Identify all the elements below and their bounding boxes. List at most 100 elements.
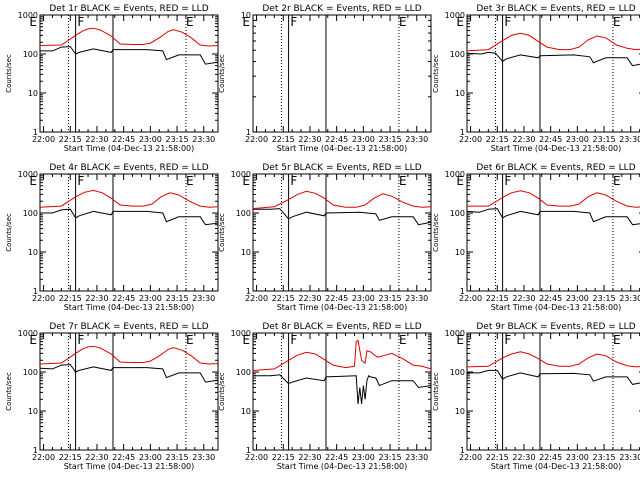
detector-panel-7: Det 7r BLACK = Events, RED = LLD 1 10 100 10… <box>5 322 219 471</box>
detector-panel-2: Det 2r BLACK = Events, RED = LLD 1 10 22:00… <box>218 4 432 153</box>
y-axis-title: Counts/sec <box>432 372 440 411</box>
x-tick-label: 22:30 <box>298 294 321 303</box>
x-tick-label: 23:00 <box>566 453 589 462</box>
y-tick-label: 1 <box>33 287 38 296</box>
detector-panel-8: Det 8r BLACK = Events, RED = LLD 1 10 100 10… <box>218 322 432 471</box>
interval-marker: E <box>186 174 194 188</box>
y-tick-label: 1000 <box>445 11 465 20</box>
interval-marker: E <box>29 333 37 347</box>
y-axis-title: Counts/sec <box>218 372 226 411</box>
lld-series-line <box>39 345 219 365</box>
x-tick-label: 22:45 <box>112 453 135 462</box>
events-series-line <box>253 208 432 226</box>
x-tick-label: 22:00 <box>32 453 55 462</box>
x-tick-label: 22:45 <box>539 453 562 462</box>
events-series-line <box>466 51 640 67</box>
detector-panel-4: Det 4r BLACK = Events, RED = LLD 1 10 100 10… <box>5 163 219 312</box>
interval-marker: F <box>504 15 511 29</box>
x-tick-label: 22:15 <box>59 294 82 303</box>
x-tick-label: 22:30 <box>298 135 321 144</box>
y-tick-label: 1000 <box>445 329 465 338</box>
x-tick-label: 22:15 <box>486 294 509 303</box>
y-axis-title: Counts/sec <box>5 54 13 93</box>
y-tick-label: 10 <box>455 248 465 257</box>
x-tick-label: 23:15 <box>379 453 402 462</box>
detector-panel-1: Det 1r BLACK = Events, RED = LLD 1 10 100 10… <box>5 4 219 153</box>
interval-marker: E <box>242 15 250 29</box>
x-tick-label: 23:00 <box>352 135 375 144</box>
x-tick-label: 22:45 <box>112 135 135 144</box>
y-tick-label: 1 <box>460 446 465 455</box>
interval-marker: F <box>504 333 511 347</box>
y-tick-label: 1000 <box>231 329 251 338</box>
x-tick-label: 23:00 <box>139 294 162 303</box>
x-axis-title: Start Time (04-Dec-13 21:58:00) <box>64 144 195 153</box>
y-tick-label: 10 <box>28 248 38 257</box>
interval-marker: E <box>613 333 621 347</box>
x-tick-label: 23:30 <box>192 453 215 462</box>
x-tick-label: 22:00 <box>245 135 268 144</box>
x-tick-label: 23:30 <box>192 135 215 144</box>
x-tick-label: 22:45 <box>325 453 348 462</box>
events-series-line <box>253 374 432 405</box>
x-tick-label: 23:30 <box>619 453 640 462</box>
y-axis-title: Counts/sec <box>432 213 440 252</box>
y-tick-label: 1 <box>246 128 251 137</box>
x-tick-label: 23:30 <box>405 135 428 144</box>
x-tick-label: 23:30 <box>405 453 428 462</box>
y-tick-label: 1 <box>33 446 38 455</box>
panel-title: Det 6r BLACK = Events, RED = LLD <box>476 163 635 173</box>
panel-title: Det 5r BLACK = Events, RED = LLD <box>262 163 421 173</box>
x-tick-label: 23:30 <box>619 135 640 144</box>
y-tick-label: 100 <box>450 368 465 377</box>
interval-marker: F <box>77 174 84 188</box>
x-tick-label: 22:00 <box>32 135 55 144</box>
x-tick-label: 22:15 <box>59 453 82 462</box>
interval-marker: E <box>399 174 407 188</box>
panel-title: Det 8r BLACK = Events, RED = LLD <box>262 322 421 332</box>
lld-series-line <box>252 339 432 371</box>
x-tick-label: 23:00 <box>139 453 162 462</box>
interval-marker: E <box>186 15 194 29</box>
x-tick-label: 23:30 <box>192 294 215 303</box>
panel-title: Det 3r BLACK = Events, RED = LLD <box>476 4 635 14</box>
plot-frame <box>39 14 219 133</box>
detector-panel-9: Det 9r BLACK = Events, RED = LLD 1 10 100 10… <box>432 322 640 471</box>
x-tick-label: 22:30 <box>85 135 108 144</box>
plot-frame <box>252 14 432 133</box>
y-tick-label: 10 <box>455 407 465 416</box>
y-axis-title: Counts/sec <box>432 54 440 93</box>
y-tick-label: 10 <box>28 407 38 416</box>
y-tick-label: 100 <box>23 50 38 59</box>
y-axis-title: Counts/sec <box>5 372 13 411</box>
events-series-line <box>466 208 640 226</box>
y-tick-label: 1 <box>246 287 251 296</box>
y-tick-label: 1 <box>460 128 465 137</box>
x-tick-label: 23:15 <box>593 294 616 303</box>
x-tick-label: 22:30 <box>512 453 535 462</box>
y-tick-label: 1000 <box>18 11 38 20</box>
y-tick-label: 1 <box>246 446 251 455</box>
y-tick-label: 1 <box>460 287 465 296</box>
x-tick-label: 22:15 <box>272 453 295 462</box>
x-tick-label: 22:00 <box>459 294 482 303</box>
x-tick-label: 22:45 <box>112 294 135 303</box>
x-tick-label: 22:45 <box>539 135 562 144</box>
interval-marker: F <box>504 174 511 188</box>
x-tick-label: 23:15 <box>166 294 189 303</box>
x-axis-title: Start Time (04-Dec-13 21:58:00) <box>277 303 408 312</box>
x-tick-label: 22:15 <box>486 135 509 144</box>
plot-frame <box>466 14 640 133</box>
x-tick-label: 22:30 <box>512 135 535 144</box>
x-axis-title: Start Time (04-Dec-13 21:58:00) <box>491 303 622 312</box>
plot-frame <box>39 173 219 292</box>
x-tick-label: 22:15 <box>272 294 295 303</box>
panel-title: Det 1r BLACK = Events, RED = LLD <box>49 4 208 14</box>
x-axis-title: Start Time (04-Dec-13 21:58:00) <box>64 462 195 471</box>
plot-frame <box>252 332 432 451</box>
lld-series-line <box>39 189 219 208</box>
y-tick-label: 10 <box>28 89 38 98</box>
y-tick-label: 10 <box>241 248 251 257</box>
x-tick-label: 23:15 <box>593 453 616 462</box>
x-tick-label: 22:00 <box>245 294 268 303</box>
